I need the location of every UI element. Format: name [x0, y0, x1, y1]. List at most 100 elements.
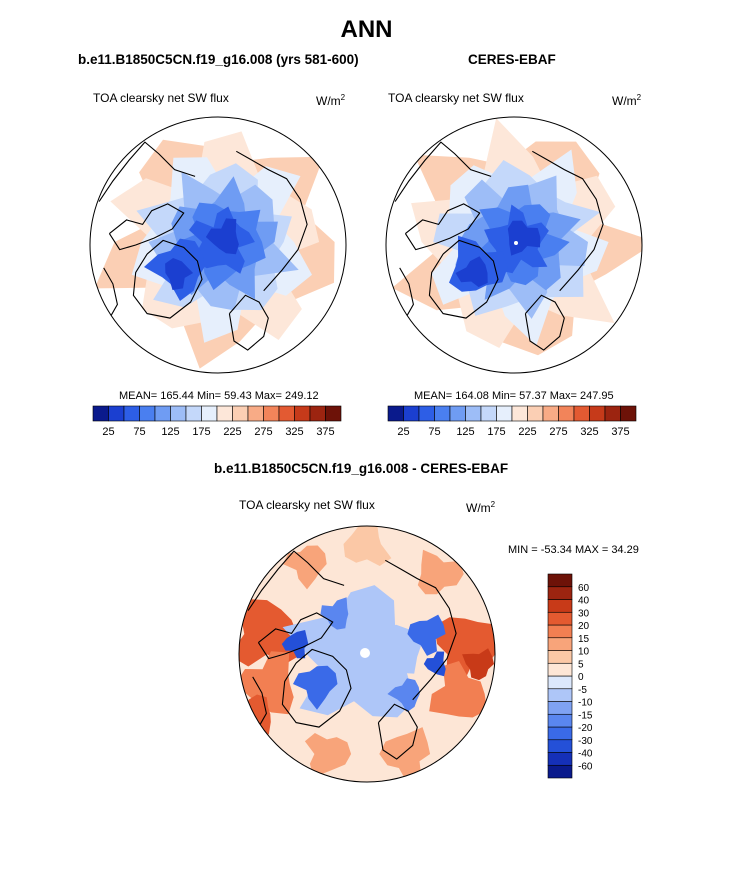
right-colorbar: 25 75 125 175 225 275 325 375 — [387, 405, 637, 438]
colorbar-tick-label: -20 — [578, 723, 593, 734]
negative-anomaly — [320, 597, 349, 630]
colorbar-box — [465, 405, 482, 422]
coastline — [394, 141, 492, 202]
colorbar-tick-label: -40 — [578, 749, 593, 760]
colorbar-box — [511, 405, 528, 422]
colorbar-tick-label: 0 — [578, 672, 584, 683]
colorbar-box — [434, 405, 451, 422]
colorbar-tick-label: 225 — [223, 426, 241, 438]
positive-anomaly — [343, 526, 392, 566]
colorbar-tick-label: 75 — [428, 426, 440, 438]
coastline — [428, 239, 499, 319]
colorbar-tick-label: 75 — [133, 426, 145, 438]
colorbar-tick-label: 275 — [549, 426, 567, 438]
colorbar-tick-label: 125 — [456, 426, 474, 438]
colorbar-box — [547, 701, 573, 715]
colorbar-box — [294, 405, 311, 422]
negative-anomaly — [281, 630, 309, 659]
colorbar-box — [309, 405, 326, 422]
colorbar-box — [589, 405, 606, 422]
colorbar-box — [247, 405, 264, 422]
diff-variable-label: TOA clearsky net SW flux — [239, 498, 375, 512]
coastline — [281, 648, 352, 728]
right-map — [385, 116, 643, 374]
negative-anomaly — [387, 678, 420, 713]
colorbar-box — [604, 405, 621, 422]
colorbar-box — [547, 752, 573, 766]
colorbar-tick-label: 15 — [578, 634, 590, 645]
positive-anomaly — [304, 733, 352, 778]
colorbar-box — [139, 405, 156, 422]
positive-anomaly — [282, 545, 327, 590]
coastline — [132, 239, 203, 319]
colorbar-box — [201, 405, 218, 422]
colorbar-box — [527, 405, 544, 422]
colorbar-tick-label: 175 — [192, 426, 210, 438]
colorbar-tick-label: 125 — [161, 426, 179, 438]
colorbar-tick-label: 10 — [578, 647, 590, 658]
colorbar-tick-label: -60 — [578, 761, 593, 772]
colorbar-box — [547, 675, 573, 690]
colorbar-box — [542, 405, 559, 422]
colorbar-box — [573, 405, 590, 422]
colorbar-box — [154, 405, 171, 422]
colorbar-box — [403, 405, 420, 422]
coastline — [532, 150, 604, 292]
right-stats: MEAN= 164.08 Min= 57.37 Max= 247.95 — [414, 390, 614, 402]
positive-anomaly — [462, 648, 494, 681]
colorbar-box — [547, 726, 573, 741]
colorbar-box — [620, 405, 637, 422]
diff-stats: MIN = -53.34 MAX = 34.29 — [508, 544, 639, 556]
positive-anomaly — [239, 599, 302, 667]
colorbar-box — [185, 405, 202, 422]
coastline — [98, 141, 196, 202]
colorbar-box — [547, 650, 573, 664]
colorbar-tick-label: 375 — [611, 426, 629, 438]
colorbar-box — [547, 586, 573, 600]
coastline — [385, 559, 457, 701]
colorbar-box — [123, 405, 140, 422]
colorbar-box — [108, 405, 125, 422]
figure-title: ANN — [340, 16, 393, 43]
colorbar-box — [547, 624, 573, 639]
colorbar-tick-label: 225 — [518, 426, 536, 438]
colorbar-box — [547, 688, 573, 702]
colorbar-box — [496, 405, 513, 422]
colorbar-tick-label: 5 — [578, 659, 584, 670]
coastline — [108, 203, 185, 251]
colorbar-box — [263, 405, 280, 422]
colorbar-box — [92, 405, 109, 422]
left-units-label: W/m2 — [316, 93, 346, 108]
colorbar-box — [558, 405, 575, 422]
colorbar-tick-label: 60 — [578, 583, 590, 594]
colorbar-box — [547, 662, 573, 677]
colorbar-box — [278, 405, 295, 422]
right-units-label: W/m2 — [612, 93, 642, 108]
coastline — [404, 203, 481, 251]
map-border — [89, 116, 347, 374]
pole-core — [205, 218, 239, 255]
coastline — [247, 550, 345, 611]
colorbar-tick-label: 325 — [285, 426, 303, 438]
pole-core — [507, 220, 541, 256]
left-map — [89, 116, 347, 374]
positive-anomaly — [379, 727, 431, 782]
positive-anomaly — [239, 651, 294, 715]
colorbar-box — [170, 405, 187, 422]
colorbar-tick-label: 375 — [316, 426, 334, 438]
colorbar-tick-label: 175 — [487, 426, 505, 438]
colorbar-tick-label: 25 — [397, 426, 409, 438]
colorbar-tick-label: -30 — [578, 736, 593, 747]
colorbar-box — [547, 637, 573, 651]
left-colorbar: 25 75 125 175 225 275 325 375 — [92, 405, 342, 438]
colorbar-tick-label: 40 — [578, 596, 590, 607]
colorbar-tick-label: -15 — [578, 710, 593, 721]
colorbar-tick-label: 325 — [580, 426, 598, 438]
pole-hole — [514, 241, 518, 245]
greenland-core — [165, 258, 194, 290]
colorbar-tick-label: -10 — [578, 698, 593, 709]
right-variable-label: TOA clearsky net SW flux — [388, 91, 524, 105]
coastline — [377, 703, 418, 760]
coastline — [236, 150, 308, 292]
